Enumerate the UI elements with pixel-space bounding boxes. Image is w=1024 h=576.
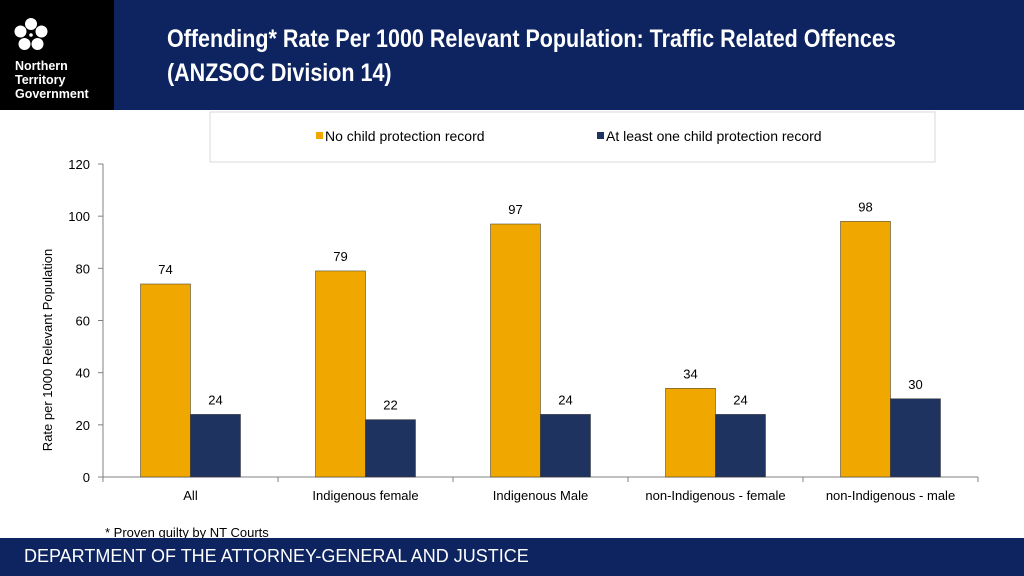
title-line-1: Offending* Rate Per 1000 Relevant Popula… xyxy=(167,25,896,53)
y-tick-label: 100 xyxy=(68,209,90,224)
bar xyxy=(715,414,766,478)
bar-chart: No child protection record At least one c… xyxy=(40,111,979,503)
legend-swatch xyxy=(597,132,604,139)
x-tick-label: non-Indigenous - male xyxy=(826,488,955,503)
nt-government-logo: Northern Territory Government xyxy=(0,0,114,110)
footnote: * Proven guilty by NT Courts xyxy=(105,525,269,540)
y-tick-label: 40 xyxy=(76,366,90,381)
legend-label: No child protection record xyxy=(325,128,485,144)
data-label: 24 xyxy=(208,392,222,407)
logo-line: Territory xyxy=(15,73,66,87)
page-title: Offending* Rate Per 1000 Relevant Popula… xyxy=(167,22,896,90)
bar xyxy=(490,223,541,478)
y-tick-label: 0 xyxy=(83,470,90,485)
data-label: 74 xyxy=(158,262,172,277)
footer-bar: DEPARTMENT OF THE ATTORNEY-GENERAL AND J… xyxy=(0,538,1024,576)
y-tick-label: 80 xyxy=(76,261,90,276)
data-label: 22 xyxy=(383,398,397,413)
legend-box xyxy=(209,111,936,163)
logo-text: Northern Territory Government xyxy=(15,59,89,101)
y-tick-label: 20 xyxy=(76,418,90,433)
x-tick-label: non-Indigenous - female xyxy=(645,488,785,503)
department-name: DEPARTMENT OF THE ATTORNEY-GENERAL AND J… xyxy=(24,546,529,566)
bar xyxy=(315,270,366,478)
bar xyxy=(840,221,891,478)
header-bar: Northern Territory Government Offending*… xyxy=(0,0,1024,110)
x-axis: All Indigenous female Indigenous Male non-I… xyxy=(102,476,979,503)
x-tick-label: Indigenous Male xyxy=(493,488,588,503)
bar xyxy=(665,388,716,478)
data-label: 34 xyxy=(683,366,697,381)
legend: No child protection record At least one c… xyxy=(316,128,822,144)
bar xyxy=(365,419,416,478)
x-tick-label: Indigenous female xyxy=(312,488,418,503)
x-tick-label: All xyxy=(183,488,198,503)
legend-label: At least one child protection record xyxy=(606,128,822,144)
data-label: 30 xyxy=(908,377,922,392)
logo-line: Government xyxy=(15,87,89,101)
data-label: 24 xyxy=(733,392,747,407)
bar xyxy=(140,283,191,478)
data-label: 79 xyxy=(333,249,347,264)
y-tick-label: 120 xyxy=(68,157,90,172)
bar xyxy=(190,414,241,478)
bar xyxy=(540,414,591,478)
y-axis-label: Rate per 1000 Relevant Population xyxy=(40,249,55,451)
flower-icon xyxy=(14,18,48,50)
logo-line: Northern xyxy=(15,59,68,73)
y-axis: 0 20 40 60 80 100 120 xyxy=(68,157,104,485)
data-label: 97 xyxy=(508,202,522,217)
bar xyxy=(890,398,941,478)
bars: 74 79 97 34 98 24 22 24 24 30 xyxy=(140,199,941,478)
y-tick-label: 60 xyxy=(76,314,90,329)
legend-swatch xyxy=(316,132,323,139)
title-line-2: (ANZSOC Division 14) xyxy=(167,59,392,87)
data-label: 24 xyxy=(558,392,572,407)
data-label: 98 xyxy=(858,199,872,214)
